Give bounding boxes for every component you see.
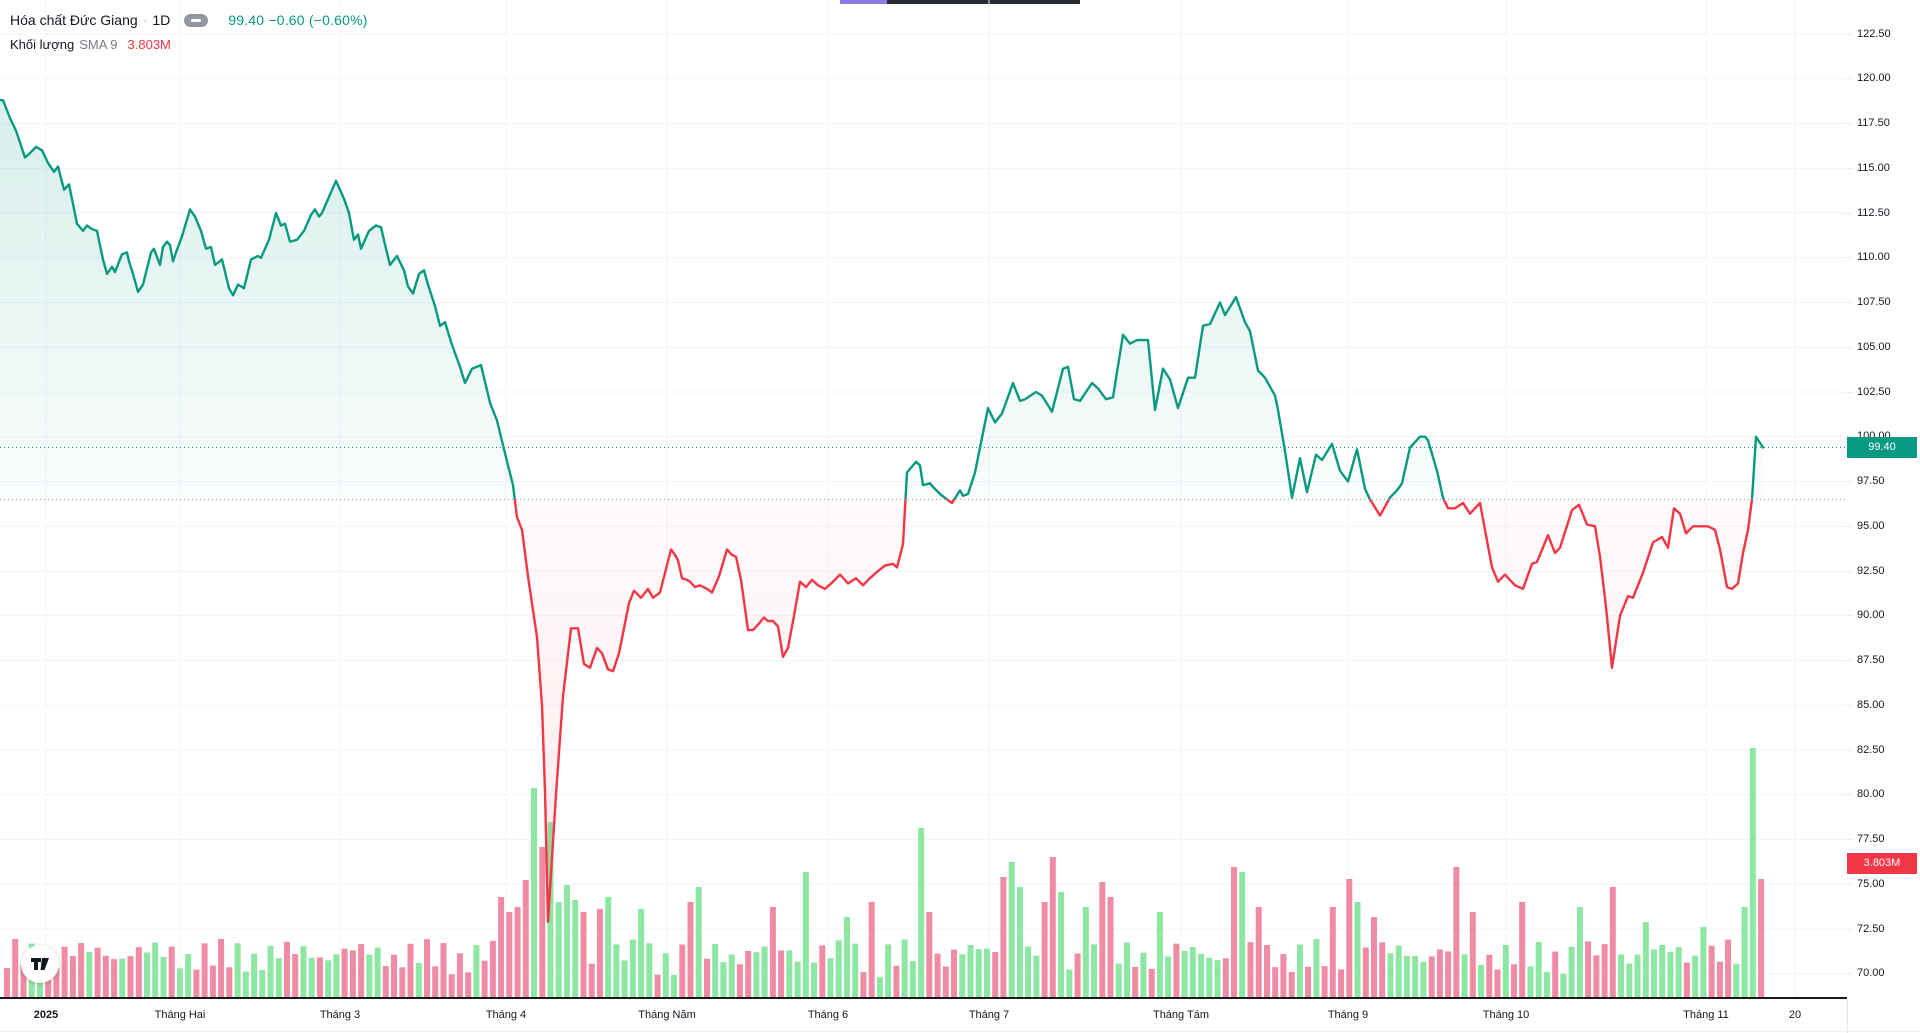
axis-tick (1847, 839, 1851, 840)
time-axis-month-label: Tháng Hai (154, 1009, 206, 1021)
price-axis-label: 105.00 (1857, 340, 1891, 353)
price-axis-label: 107.50 (1857, 296, 1891, 308)
price-axis-label: 97.50 (1857, 475, 1885, 487)
pane-separator (0, 997, 1847, 999)
chart-pane[interactable] (0, 0, 1847, 997)
axis-tick (1847, 123, 1851, 124)
time-axis-month-label: 20 (1788, 1009, 1802, 1021)
bottom-hairline (0, 1031, 1920, 1032)
price-axis-label: 112.50 (1857, 206, 1890, 219)
price-axis-label: 77.50 (1857, 833, 1885, 845)
axis-tick (1847, 257, 1851, 259)
time-axis-month-label: Tháng 11 (1683, 1009, 1729, 1021)
price-axis-label: 100.00 (1857, 431, 1891, 442)
volume-value-badge: 3.803M (1847, 852, 1917, 874)
time-axis-month-label: Tháng 4 (485, 1009, 527, 1021)
symbol-legend-row[interactable]: Hóa chất Đức Giang · 1D 99.40 −0.60 (−0.… (10, 8, 368, 32)
axis-tick (1847, 570, 1851, 572)
chart-legend: Hóa chất Đức Giang · 1D 99.40 −0.60 (−0.… (10, 8, 368, 56)
price-axis-label: 120.00 (1857, 72, 1891, 85)
axis-tick (1847, 928, 1851, 930)
price-axis-label: 90.00 (1857, 609, 1885, 622)
loading-strip (840, 0, 887, 4)
price-axis-label: 110.00 (1857, 251, 1890, 264)
price-axis-label: 95.00 (1857, 519, 1885, 532)
time-axis-month-label: Tháng 7 (968, 1009, 1010, 1021)
axis-tick (1847, 481, 1851, 482)
tradingview-icon (31, 957, 49, 970)
price-axis-label: 72.50 (1857, 922, 1885, 935)
price-axis-label: 115.00 (1857, 161, 1890, 174)
axis-tick (1847, 391, 1851, 393)
axis-tick (1847, 660, 1851, 661)
legend-separator: · (142, 12, 148, 28)
time-axis-month-label: Tháng 3 (319, 1009, 361, 1021)
price-axis-label: 122.50 (1857, 27, 1891, 40)
price-axis[interactable]: 99.40 3.803M 122.50 120.00 117.50 115.00 112… (1847, 0, 1920, 997)
axis-tick (1847, 525, 1851, 527)
symbol-title: Hóa chất Đức Giang (10, 12, 138, 28)
time-axis[interactable]: 2025 Tháng Hai Tháng 3 Tháng 4 Tháng Năm Thán… (0, 999, 1920, 1033)
last-price-badge: 99.40 (1847, 436, 1917, 458)
axis-tick (1847, 302, 1851, 303)
indicator-value: 3.803M (127, 36, 171, 52)
axis-tick (1847, 212, 1851, 214)
price-axis-label: 75.00 (1857, 877, 1885, 890)
price-volume-chart[interactable] (0, 0, 1847, 997)
time-axis-month-label: Tháng 9 (1327, 1009, 1369, 1021)
axis-tick (1847, 346, 1851, 348)
indicator-params: SMA 9 (79, 36, 118, 52)
axis-tick (1847, 794, 1851, 796)
time-axis-month-label: Tháng 6 (807, 1009, 849, 1021)
price-axis-label: 70.00 (1857, 967, 1885, 980)
price-axis-label: 80.00 (1857, 788, 1885, 801)
time-axis-month-label: Tháng Năm (638, 1009, 696, 1021)
axis-tick (1847, 883, 1851, 885)
axis-tick (1847, 436, 1851, 438)
indicator-name: Khối lượng (10, 36, 75, 52)
axis-tick (1847, 749, 1851, 751)
price-change-values: 99.40 −0.60 (−0.60%) (228, 12, 368, 28)
volume-legend-row[interactable]: Khối lượng SMA 9 3.803M (10, 32, 368, 56)
time-axis-month-label: Tháng Tám (1152, 1009, 1210, 1021)
axis-tick (1847, 167, 1851, 169)
price-axis-label: 102.50 (1857, 385, 1891, 398)
axis-tick (1847, 33, 1851, 35)
time-axis-year-label: 2025 (33, 1009, 59, 1021)
legend-hide-button[interactable] (184, 13, 209, 27)
minus-icon (191, 18, 202, 22)
price-axis-label: 87.50 (1857, 654, 1885, 666)
axis-corner-separator (1847, 999, 1848, 1033)
axis-tick (1847, 704, 1851, 706)
price-axis-label: 117.50 (1857, 117, 1890, 129)
tradingview-logo-button[interactable] (21, 945, 59, 983)
axis-tick (1847, 615, 1851, 617)
axis-tick (1847, 973, 1851, 975)
price-axis-label: 85.00 (1857, 698, 1885, 711)
price-axis-label: 82.50 (1857, 743, 1885, 756)
loading-strip (887, 0, 1080, 4)
time-axis-month-label: Tháng 10 (1482, 1009, 1530, 1021)
axis-tick (1847, 78, 1851, 80)
timeframe-label: 1D (152, 12, 171, 28)
price-axis-label: 92.50 (1857, 564, 1885, 577)
